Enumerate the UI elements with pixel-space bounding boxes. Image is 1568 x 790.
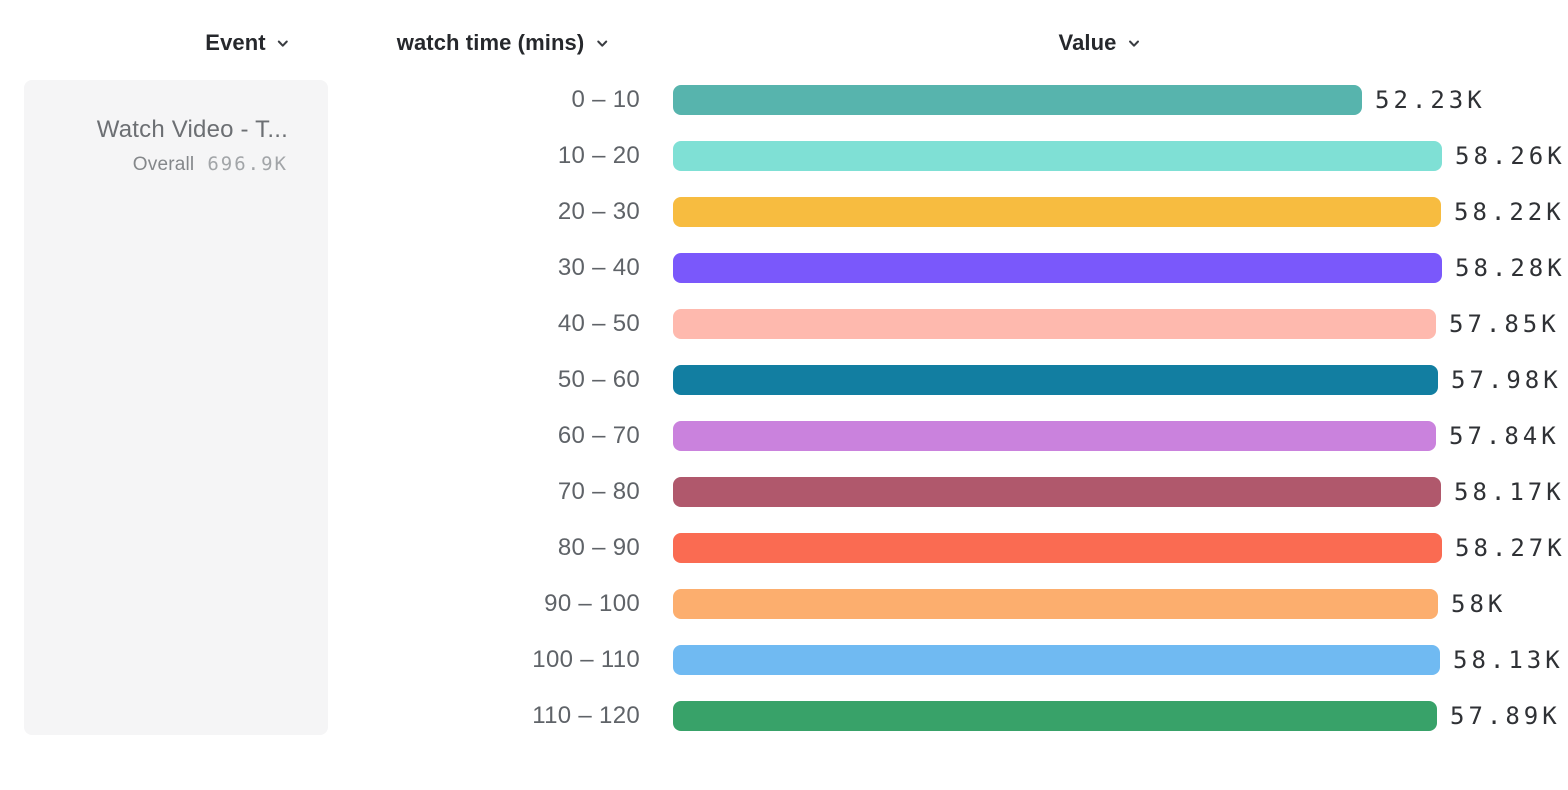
value-bar[interactable] [673,85,1362,115]
value-bar[interactable] [673,365,1438,395]
chart-row: 80 – 90 58.27K [0,533,1568,563]
event-card-content: Watch Video - T... Overall 696.9K [24,80,328,176]
overall-value: 696.9K [207,153,288,175]
category-label: 10 – 20 [557,142,640,169]
value-label: 57.85K [1449,310,1560,338]
category-label: 30 – 40 [557,254,640,281]
value-label: 58.13K [1453,646,1564,674]
chart-row: 110 – 120 57.89K [0,701,1568,731]
value-label: 57.89K [1450,702,1561,730]
event-column-label: Event [205,30,266,55]
value-label: 57.84K [1449,422,1560,450]
category-label: 90 – 100 [544,590,640,617]
category-label: 40 – 50 [557,310,640,337]
value-bar[interactable] [673,253,1442,283]
value-label: 58.22K [1454,198,1565,226]
chevron-down-icon [276,36,291,51]
event-card[interactable]: Watch Video - T... Overall 696.9K [24,80,328,735]
category-label: 60 – 70 [557,422,640,449]
value-bar[interactable] [673,421,1436,451]
category-label: 0 – 10 [571,86,640,113]
category-label: 70 – 80 [557,478,640,505]
value-column-dropdown[interactable]: Value [1059,27,1142,59]
chart-row: 100 – 110 58.13K [0,645,1568,675]
value-bar[interactable] [673,589,1438,619]
value-bar[interactable] [673,197,1441,227]
value-label: 58.28K [1455,254,1566,282]
value-column-label: Value [1058,30,1117,55]
value-bar[interactable] [673,645,1440,675]
chart-row: 20 – 30 58.22K [0,197,1568,227]
value-label: 58.27K [1455,534,1566,562]
value-label: 58K [1451,590,1507,618]
chart-row: 50 – 60 57.98K [0,365,1568,395]
value-bar[interactable] [673,141,1442,171]
event-column-dropdown[interactable]: Event [205,27,290,59]
breakdown-column-dropdown[interactable]: watch time (mins) [397,27,610,59]
event-title: Watch Video - T... [96,116,288,143]
chevron-down-icon [594,36,609,51]
category-label: 80 – 90 [557,534,640,561]
value-label: 57.98K [1451,366,1562,394]
value-label: 58.26K [1455,142,1566,170]
chart-row: 70 – 80 58.17K [0,477,1568,507]
value-bar[interactable] [673,309,1436,339]
chart-row: 60 – 70 57.84K [0,421,1568,451]
chart-row: 0 – 10 52.23K [0,85,1568,115]
chart-row: 10 – 20 58.26K [0,141,1568,171]
value-label: 58.17K [1454,478,1565,506]
overall-label: Overall [132,154,195,175]
value-label: 52.23K [1375,86,1486,114]
category-label: 110 – 120 [532,702,640,729]
category-label: 20 – 30 [557,198,640,225]
category-label: 100 – 110 [532,646,640,673]
overall-line: Overall 696.9K [24,153,288,176]
category-label: 50 – 60 [557,366,640,393]
chevron-down-icon [1126,36,1141,51]
value-bar[interactable] [673,701,1437,731]
chart-row: 40 – 50 57.85K [0,309,1568,339]
chart-row: 90 – 100 58K [0,589,1568,619]
value-bar[interactable] [673,533,1442,563]
chart-row: 30 – 40 58.28K [0,253,1568,283]
value-bar[interactable] [673,477,1441,507]
breakdown-column-label: watch time (mins) [396,30,585,55]
